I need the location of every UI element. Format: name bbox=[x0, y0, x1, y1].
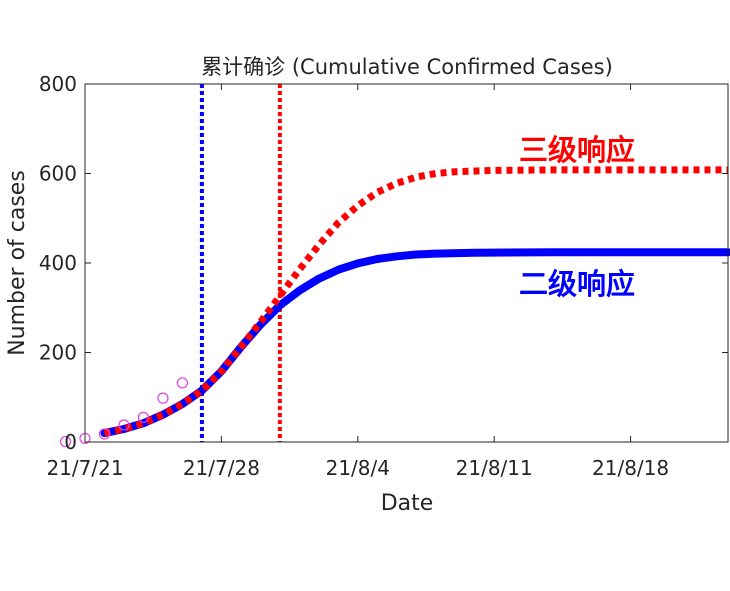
x-tick-label: 21/8/4 bbox=[326, 456, 390, 480]
observed-data-point bbox=[157, 392, 169, 404]
x-tick-label: 21/8/18 bbox=[592, 456, 669, 480]
x-tick-label: 21/8/11 bbox=[456, 456, 533, 480]
y-tick-label: 200 bbox=[39, 341, 77, 365]
vertical-lines bbox=[199, 84, 282, 442]
level3-response-annotation: 三级响应 bbox=[519, 133, 635, 167]
y-tick-label: 600 bbox=[39, 162, 77, 186]
y-tick-label: 0 bbox=[64, 430, 77, 454]
y-axis-label: Number of cases bbox=[5, 170, 30, 356]
chart-title: 累计确诊 (Cumulative Confirmed Cases) bbox=[201, 55, 613, 79]
observed-data-point bbox=[118, 419, 130, 431]
y-axis-ticks: 0 200 400 600 800 bbox=[39, 72, 728, 454]
y-tick-label: 400 bbox=[39, 251, 77, 275]
observed-data-point bbox=[98, 428, 111, 440]
x-tick-label: 21/7/21 bbox=[46, 456, 123, 480]
y-tick-label: 800 bbox=[39, 72, 77, 96]
observed-data-point bbox=[137, 411, 150, 423]
level3-response-line bbox=[103, 166, 728, 437]
x-tick-label: 21/7/28 bbox=[183, 456, 260, 480]
level2-response-line bbox=[100, 248, 730, 438]
series-lines bbox=[100, 166, 730, 438]
x-axis-ticks: 21/7/21 21/7/28 21/8/4 21/8/11 21/8/18 bbox=[46, 84, 669, 480]
level2-response-annotation: 二级响应 bbox=[519, 267, 635, 301]
x-axis-label: Date bbox=[381, 491, 434, 516]
observed-data-point bbox=[176, 377, 189, 389]
observed-data-point bbox=[59, 435, 72, 448]
